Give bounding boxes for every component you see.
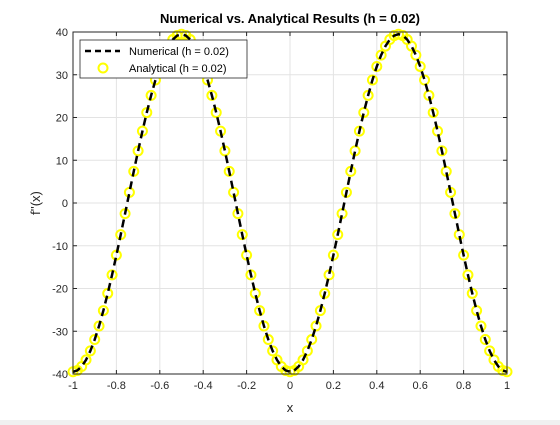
x-tick-label: -0.6	[150, 380, 169, 392]
legend-analytical-label: Analytical (h = 0.02)	[129, 63, 227, 75]
y-tick-label: -40	[52, 369, 68, 381]
analytical-marker	[262, 334, 274, 346]
y-tick-label: 10	[56, 155, 68, 167]
analytical-marker	[297, 354, 309, 366]
analytical-marker	[475, 320, 487, 332]
analytical-marker	[366, 74, 378, 86]
analytical-marker	[479, 334, 491, 346]
ticks	[72, 31, 508, 375]
x-tick-label: -0.8	[107, 380, 126, 392]
y-tick-label: -10	[52, 241, 68, 253]
analytical-marker	[406, 40, 418, 52]
analytical-marker	[80, 354, 92, 366]
x-tick-label: 0.2	[326, 380, 341, 392]
y-axis-label: f''(x)	[28, 191, 43, 215]
chart-title: Numerical vs. Analytical Results (h = 0.…	[160, 11, 420, 26]
legend-numerical-label: Numerical (h = 0.02)	[129, 46, 229, 58]
numerical-line	[72, 32, 508, 374]
y-tick-label: 30	[56, 70, 68, 82]
legend-box	[79, 39, 248, 79]
y-tick-label: 40	[56, 27, 68, 39]
x-tick-label: -0.2	[237, 380, 256, 392]
y-tick-label: -30	[52, 326, 68, 338]
analytical-marker	[84, 345, 96, 357]
analytical-marker	[410, 49, 422, 61]
analytical-marker	[436, 145, 448, 157]
analytical-marker	[375, 49, 387, 61]
series-layer	[67, 28, 513, 378]
analytical-marker	[371, 60, 383, 72]
legend-analytical-swatch	[97, 62, 109, 74]
analytical-marker	[484, 345, 496, 357]
y-tick-label: -20	[52, 284, 68, 296]
analytical-marker	[306, 334, 318, 346]
x-tick-label: 0	[287, 380, 293, 392]
analytical-marker	[89, 334, 101, 346]
tick-labels: -1 -0.8 -0.6 -0.4 -0.2 0 0.2 0.4 0.6 0.8 1 -40 -30 -2…	[52, 27, 510, 392]
x-tick-label: -1	[68, 380, 78, 392]
y-tick-label: 20	[56, 113, 68, 125]
legend: Numerical (h = 0.02) Analytical (h = 0.0…	[79, 39, 248, 79]
x-tick-label: 0.4	[369, 380, 384, 392]
x-tick-label: 0.6	[413, 380, 428, 392]
analytical-marker	[414, 60, 426, 72]
x-tick-label: 1	[504, 380, 510, 392]
x-axis-label: x	[287, 400, 294, 415]
x-tick-label: -0.4	[194, 380, 213, 392]
y-tick-label: 0	[62, 198, 68, 210]
analytical-marker	[267, 345, 279, 357]
analytical-marker	[427, 107, 439, 119]
analytical-marker	[301, 345, 313, 357]
x-tick-label: 0.8	[456, 380, 471, 392]
